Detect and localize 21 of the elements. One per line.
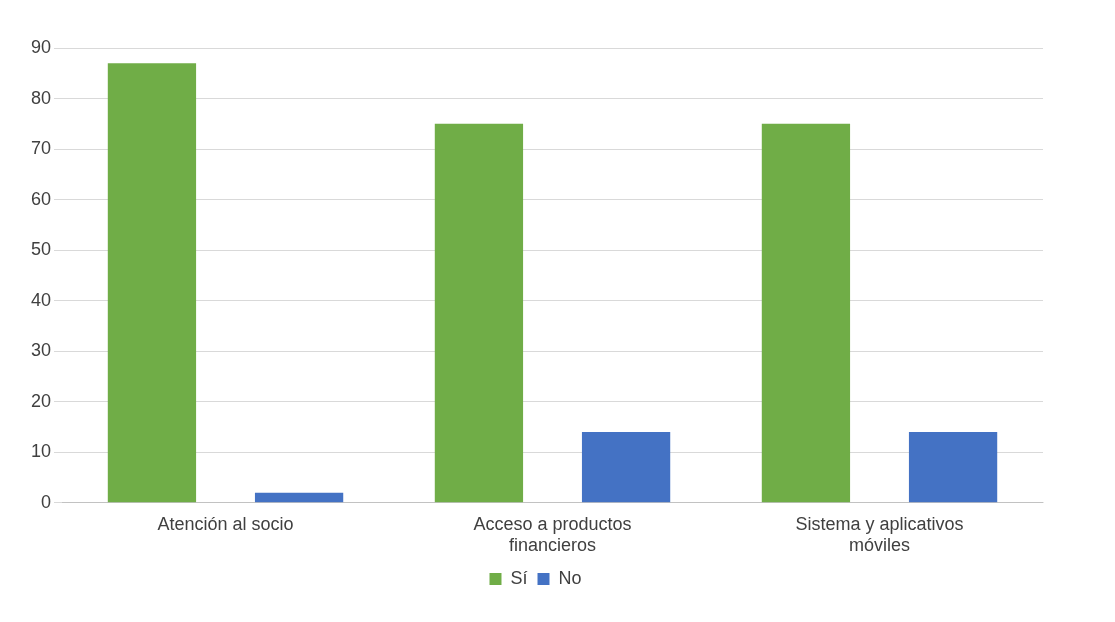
legend-label: No: [558, 567, 582, 588]
y-tick-label: 40: [30, 289, 52, 310]
y-tick-label: 70: [30, 138, 52, 159]
bar: [761, 123, 851, 503]
y-tick-label: 10: [30, 441, 52, 462]
y-tick-label: 90: [30, 36, 52, 57]
bar: [254, 492, 344, 503]
bar: [107, 63, 197, 503]
x-tick-label: Atención al socio: [157, 513, 294, 534]
y-tick-label: 0: [41, 491, 52, 512]
bar: [581, 432, 671, 503]
y-tick-label: 80: [30, 87, 52, 108]
y-tick-label: 60: [30, 188, 52, 209]
x-tick-label: Acceso a productos financieros: [473, 513, 632, 556]
x-tick-label: Sistema y aplicativos móviles: [795, 513, 964, 556]
y-tick-label: 50: [30, 239, 52, 260]
bar: [908, 432, 998, 503]
legend-label: Sí: [510, 567, 528, 588]
y-tick-label: 30: [30, 340, 52, 361]
bar: [434, 123, 524, 503]
y-tick-label: 20: [30, 390, 52, 411]
